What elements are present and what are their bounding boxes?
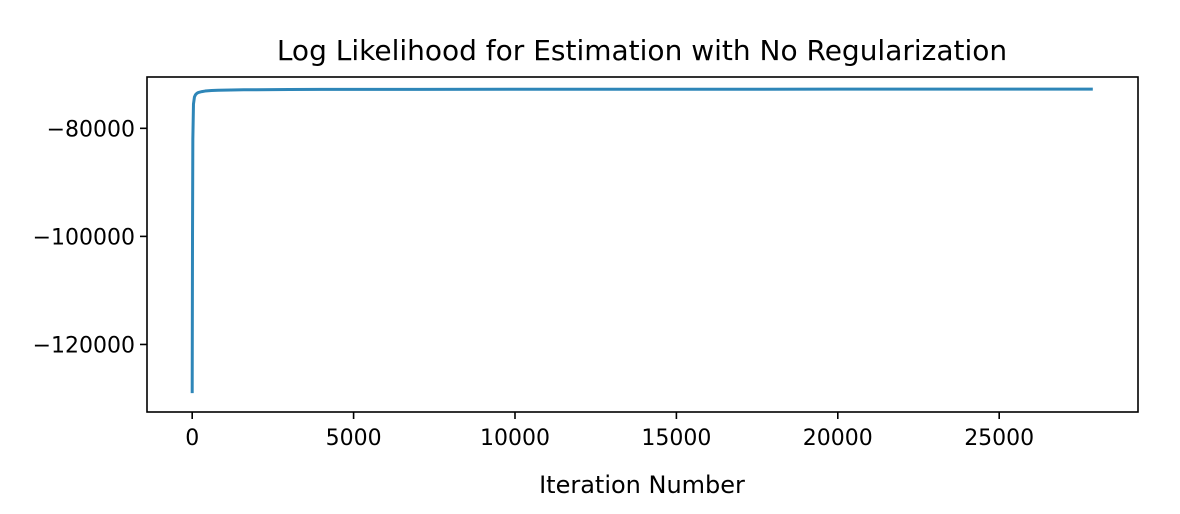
x-axis-label: Iteration Number <box>539 471 745 499</box>
x-tick-label: 20000 <box>803 426 873 451</box>
series-line-0 <box>190 87 1093 394</box>
x-tick-label: 5000 <box>326 426 382 451</box>
y-tick-label: −120000 <box>33 333 135 358</box>
x-tick-label: 15000 <box>641 426 711 451</box>
series-lines <box>190 87 1093 394</box>
x-tick-label: 0 <box>185 426 199 451</box>
plot-area <box>147 77 1138 412</box>
chart-title: Log Likelihood for Estimation with No Re… <box>277 34 1007 67</box>
y-tick-label: −100000 <box>33 225 135 250</box>
x-tick-label: 25000 <box>964 426 1034 451</box>
x-tick-label: 10000 <box>480 426 550 451</box>
y-axis-ticks: −80000 −100000 −120000 <box>33 117 147 358</box>
x-axis-ticks: 0 5000 10000 15000 20000 25000 <box>185 412 1034 451</box>
plot-frame <box>146 76 1139 413</box>
y-tick-label: −80000 <box>47 117 135 142</box>
